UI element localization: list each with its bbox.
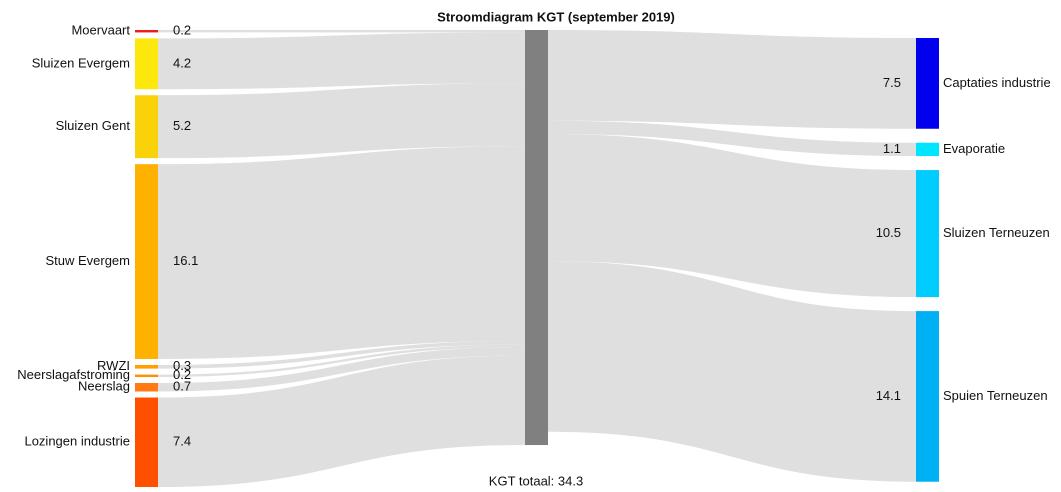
flow-link bbox=[158, 347, 525, 392]
source-node bbox=[135, 164, 158, 359]
source-value: 0.2 bbox=[173, 367, 191, 382]
target-node bbox=[916, 170, 939, 298]
target-node bbox=[916, 38, 939, 129]
target-label: Captaties industrie bbox=[943, 75, 1051, 90]
source-value: 5.2 bbox=[173, 118, 191, 133]
target-node bbox=[916, 311, 939, 482]
target-value: 1.1 bbox=[883, 141, 901, 156]
source-label: Neerslag bbox=[78, 379, 130, 394]
source-label: Sluizen Evergem bbox=[32, 55, 130, 70]
flow-link bbox=[548, 120, 916, 157]
flow-link bbox=[158, 344, 525, 378]
target-label: Spuien Terneuzen bbox=[943, 388, 1048, 403]
flow-link bbox=[548, 30, 916, 129]
source-value: 0.7 bbox=[173, 379, 191, 394]
chart-footer: KGT totaal: 34.3 bbox=[489, 473, 583, 488]
source-label: Stuw Evergem bbox=[45, 253, 130, 268]
links bbox=[158, 30, 916, 488]
chart-title: Stroomdiagram KGT (september 2019) bbox=[437, 9, 675, 24]
source-node bbox=[135, 383, 158, 392]
target-value: 7.5 bbox=[883, 75, 901, 90]
source-node bbox=[135, 30, 158, 33]
source-label: RWZI bbox=[97, 358, 130, 373]
source-value: 16.1 bbox=[173, 253, 198, 268]
source-node bbox=[135, 374, 158, 378]
flow-link bbox=[158, 355, 525, 488]
flow-link bbox=[158, 83, 525, 159]
flow-link bbox=[158, 146, 525, 359]
source-value: 7.4 bbox=[173, 434, 191, 449]
target-label: Sluizen Terneuzen bbox=[943, 225, 1050, 240]
source-node bbox=[135, 364, 158, 369]
flow-link bbox=[548, 134, 916, 298]
source-node bbox=[135, 38, 158, 90]
hub-node bbox=[525, 30, 548, 446]
source-value: 0.2 bbox=[173, 23, 191, 38]
source-node bbox=[135, 95, 158, 159]
target-label: Evaporatie bbox=[943, 141, 1005, 156]
flow-link bbox=[548, 261, 916, 482]
flow-link bbox=[158, 32, 525, 90]
source-label: Moervaart bbox=[71, 23, 130, 38]
source-label: Neerslagafstroming bbox=[17, 367, 130, 382]
target-value: 10.5 bbox=[876, 225, 901, 240]
source-label: Lozingen industrie bbox=[24, 434, 130, 449]
flow-link bbox=[158, 340, 525, 369]
source-value: 4.2 bbox=[173, 55, 191, 70]
target-value: 14.1 bbox=[876, 388, 901, 403]
source-node bbox=[135, 397, 158, 488]
target-node bbox=[916, 142, 939, 157]
flow-link bbox=[158, 30, 525, 33]
source-value: 0.3 bbox=[173, 358, 191, 373]
source-label: Sluizen Gent bbox=[56, 118, 131, 133]
